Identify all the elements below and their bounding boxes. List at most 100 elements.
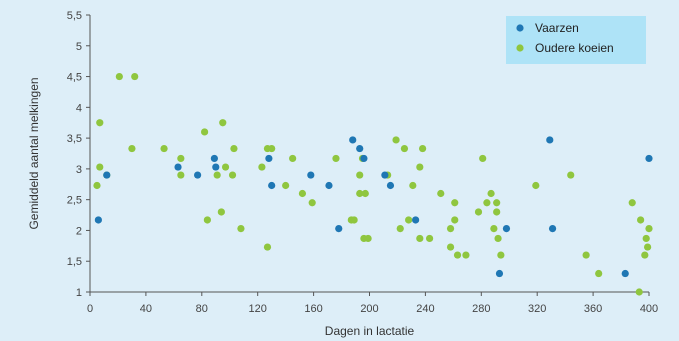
point-oudere-koeien (96, 119, 104, 127)
y-tick-label: 2,5 (67, 195, 82, 207)
point-oudere-koeien (263, 243, 272, 251)
point-oudere-koeien (637, 216, 645, 224)
point-vaarzen (621, 269, 629, 278)
point-vaarzen (212, 163, 220, 171)
point-oudere-koeien (595, 269, 603, 278)
point-oudere-koeien (361, 189, 369, 198)
point-vaarzen (360, 154, 368, 163)
point-vaarzen (325, 181, 333, 190)
point-vaarzen (546, 136, 554, 144)
point-oudere-koeien (298, 189, 307, 198)
y-tick-label: 3 (76, 164, 82, 176)
y-tick-label: 1,5 (67, 256, 82, 268)
point-oudere-koeien (635, 288, 643, 296)
point-oudere-koeien (203, 216, 211, 224)
point-oudere-koeien (131, 72, 139, 81)
point-oudere-koeien (93, 181, 101, 190)
point-oudere-koeien (230, 144, 238, 153)
point-oudere-koeien (628, 199, 636, 207)
point-oudere-koeien (474, 208, 483, 216)
point-oudere-koeien (160, 144, 168, 153)
x-tick-label: 240 (416, 303, 434, 315)
point-oudere-koeien (462, 251, 470, 259)
point-vaarzen (94, 216, 102, 224)
point-oudere-koeien (425, 234, 434, 243)
point-oudere-koeien (308, 199, 316, 207)
point-oudere-koeien (419, 144, 427, 153)
point-oudere-koeien (479, 154, 487, 163)
y-tick-label: 1 (76, 287, 82, 299)
legend-box (506, 16, 646, 64)
point-vaarzen (103, 171, 111, 179)
y-tick-label: 5,5 (67, 10, 82, 22)
point-oudere-koeien (451, 216, 459, 224)
point-oudere-koeien (200, 128, 209, 136)
point-vaarzen (386, 181, 395, 190)
point-vaarzen (349, 136, 357, 144)
point-oudere-koeien (642, 234, 650, 243)
x-tick-label: 360 (584, 303, 602, 315)
point-oudere-koeien (356, 171, 364, 179)
point-oudere-koeien (453, 251, 462, 259)
data-points (93, 72, 653, 296)
point-oudere-koeien (332, 154, 340, 163)
point-oudere-koeien (177, 154, 185, 163)
point-oudere-koeien (96, 163, 104, 171)
y-tick-label: 2 (76, 225, 82, 237)
y-ticks: 1 1,5 2 2,5 3 3,5 4 4,5 5 5,5 (67, 10, 90, 299)
x-tick-label: 400 (640, 303, 658, 315)
point-oudere-koeien (532, 181, 540, 190)
x-tick-label: 0 (87, 303, 93, 315)
point-oudere-koeien (237, 224, 245, 233)
point-oudere-koeien (258, 163, 266, 171)
point-oudere-koeien (645, 224, 653, 233)
point-oudere-koeien (567, 171, 575, 179)
point-vaarzen (265, 154, 273, 163)
point-oudere-koeien (350, 216, 358, 224)
legend-label-oudere-koeien: Oudere koeien (535, 41, 614, 55)
point-vaarzen (174, 163, 182, 171)
point-oudere-koeien (289, 154, 297, 163)
point-oudere-koeien (493, 208, 501, 216)
point-oudere-koeien (494, 234, 502, 243)
point-vaarzen (307, 171, 315, 179)
point-oudere-koeien (497, 251, 505, 259)
point-oudere-koeien (219, 119, 227, 127)
point-oudere-koeien (221, 163, 230, 171)
point-oudere-koeien (128, 144, 136, 153)
point-oudere-koeien (213, 171, 221, 179)
point-oudere-koeien (582, 251, 590, 259)
point-oudere-koeien (483, 199, 491, 207)
point-oudere-koeien (268, 144, 276, 153)
y-tick-label: 5 (76, 41, 82, 53)
point-oudere-koeien (115, 72, 123, 81)
point-oudere-koeien (228, 171, 237, 179)
point-oudere-koeien (396, 224, 404, 233)
x-tick-label: 80 (196, 303, 208, 315)
point-oudere-koeien (451, 199, 459, 207)
x-tick-label: 280 (472, 303, 490, 315)
point-oudere-koeien (644, 243, 652, 251)
point-oudere-koeien (392, 136, 400, 144)
point-vaarzen (502, 224, 511, 233)
point-oudere-koeien (446, 224, 455, 233)
point-oudere-koeien (400, 144, 409, 153)
point-vaarzen (210, 154, 218, 163)
point-oudere-koeien (641, 251, 649, 259)
legend-marker-vaarzen (516, 24, 524, 32)
point-oudere-koeien (282, 181, 290, 190)
point-oudere-koeien (446, 243, 455, 251)
x-tick-label: 120 (249, 303, 267, 315)
x-tick-label: 200 (360, 303, 378, 315)
point-oudere-koeien (493, 199, 501, 207)
point-oudere-koeien (217, 208, 225, 216)
point-oudere-koeien (487, 189, 495, 198)
y-axis-label: Gemiddeld aantal melkingen (27, 77, 41, 229)
x-tick-label: 40 (140, 303, 152, 315)
x-tick-label: 160 (304, 303, 322, 315)
point-vaarzen (194, 171, 202, 179)
y-tick-label: 3,5 (67, 133, 82, 145)
x-axis-label: Dagen in lactatie (325, 324, 415, 338)
